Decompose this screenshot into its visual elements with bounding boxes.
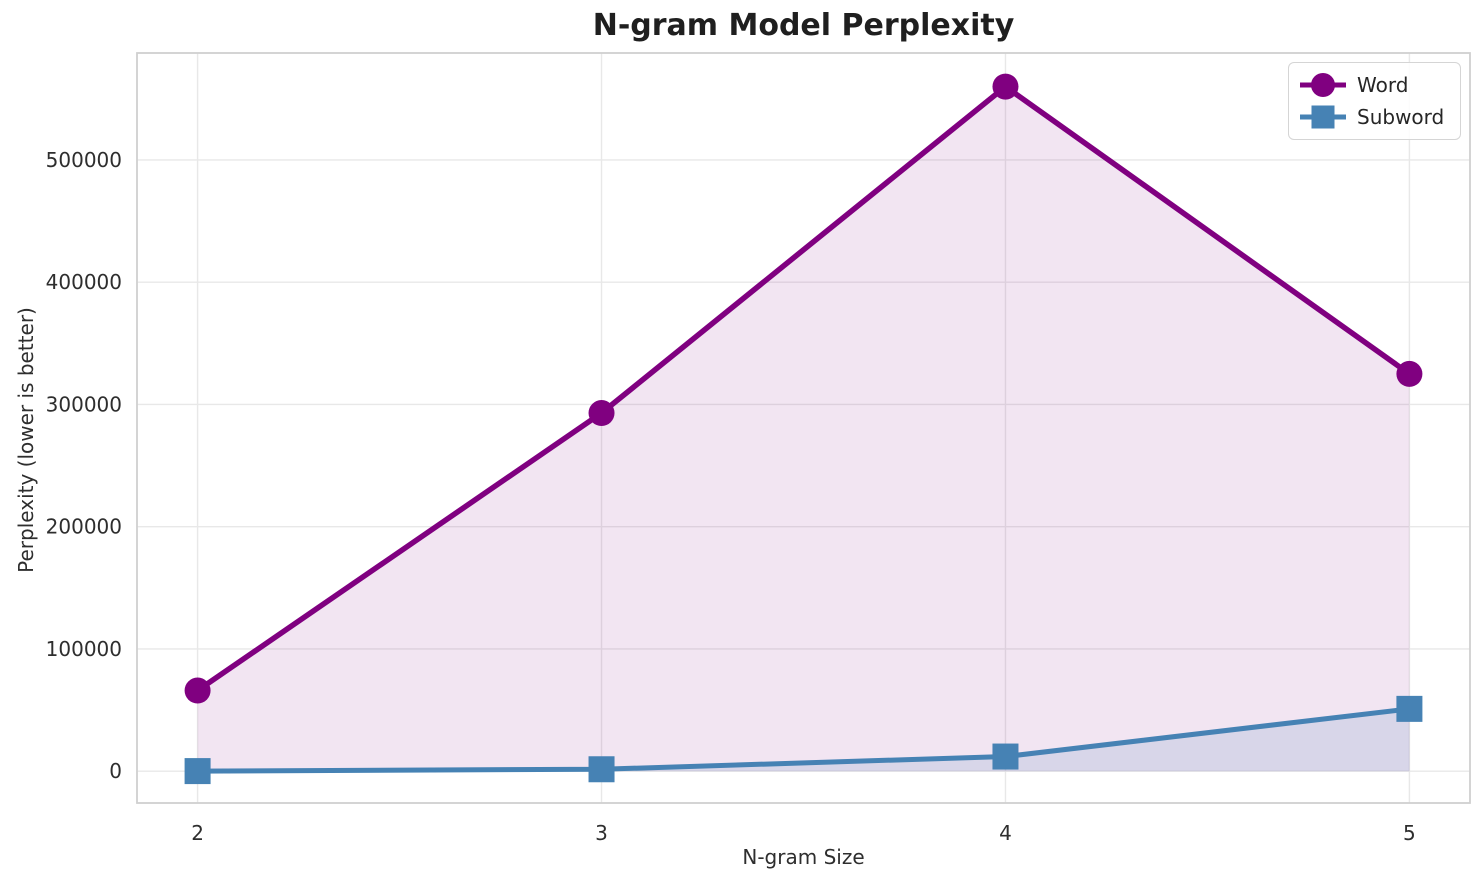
subword-line [197,706,1410,774]
x-tick-label: 3 [595,821,608,845]
subword-area-fill [197,708,1410,772]
subword-line-square-marker-icon [1300,105,1346,129]
word-area-fill [197,86,1410,772]
word-data-point [992,73,1019,100]
y-tick-label: 300000 [46,392,122,416]
plot-border [136,52,1471,804]
x-tick-label: 5 [1403,821,1416,845]
legend: Word Subword [1288,62,1461,140]
legend-item-subword: Subword [1297,102,1452,133]
word-line [196,83,1412,693]
legend-label-subword: Subword [1357,105,1445,129]
chart-title: N-gram Model Perplexity [592,8,1015,43]
y-tick-label: 400000 [46,270,122,294]
x-axis-label: N-gram Size [742,845,865,869]
legend-label-word: Word [1357,73,1409,97]
word-data-point [588,400,615,427]
subword-data-point [992,743,1019,770]
x-tick-label: 4 [999,821,1012,845]
y-axis-label: Perplexity (lower is better) [14,307,38,573]
word-data-point [184,677,211,704]
subword-data-point [1396,695,1423,722]
y-tick-label: 200000 [46,515,122,539]
y-tick-label: 100000 [46,637,122,661]
y-tick-label: 0 [109,759,122,783]
word-line-circle-marker-icon [1300,73,1346,97]
legend-item-word: Word [1297,70,1452,101]
word-data-point [1396,360,1423,387]
subword-data-point [588,756,615,783]
y-tick-label: 500000 [46,148,122,172]
subword-data-point [184,758,211,785]
x-tick-label: 2 [191,821,204,845]
